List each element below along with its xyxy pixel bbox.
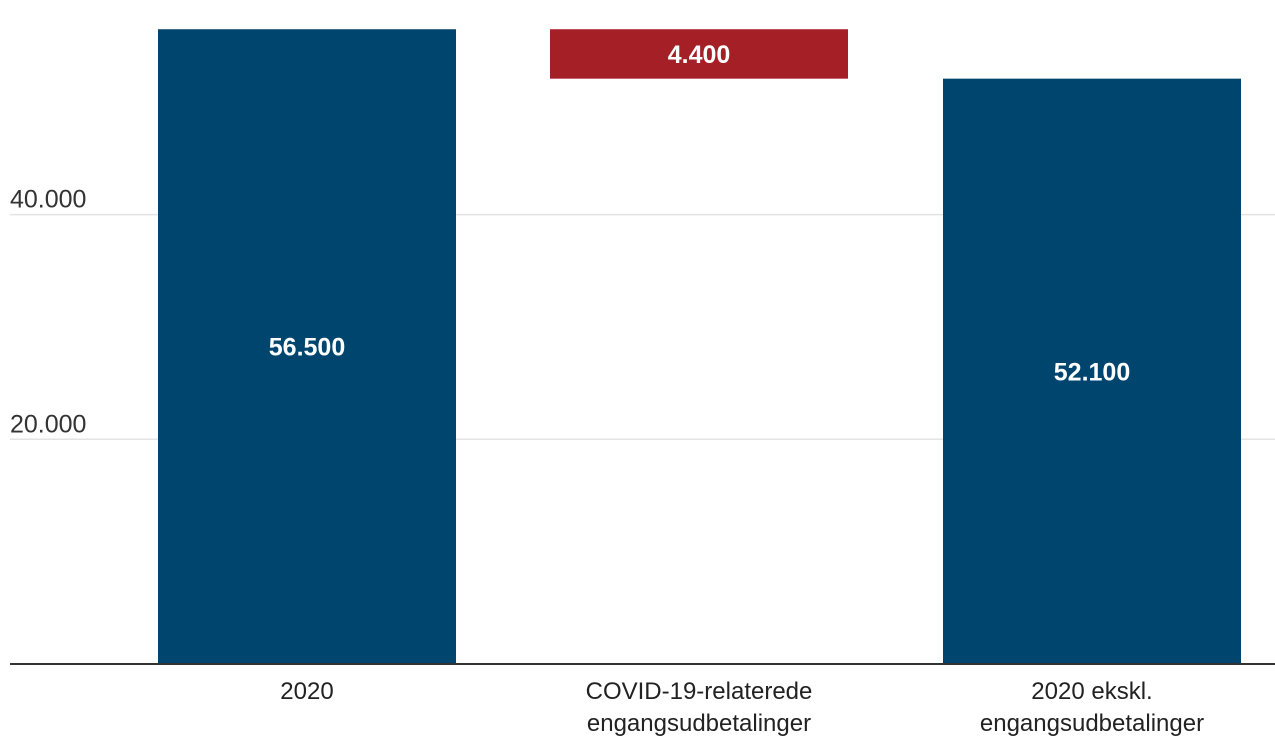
- y-tick-label: 40.000: [10, 186, 86, 214]
- y-tick-label: 20.000: [10, 410, 86, 438]
- bar-0: [158, 29, 456, 664]
- bar-1: [550, 29, 848, 79]
- x-category-label: 2020 ekskl.: [1031, 678, 1152, 705]
- x-category-label: engangsudbetalinger: [587, 710, 811, 737]
- bar-value-label: 52.100: [1054, 358, 1130, 386]
- x-category-label: 2020: [280, 678, 333, 705]
- x-category-label: COVID-19-relaterede: [586, 678, 813, 705]
- bar-2: [943, 78, 1241, 664]
- bars: [158, 29, 1241, 664]
- bar-value-label: 56.500: [269, 334, 345, 362]
- bar-value-label: 4.400: [668, 41, 731, 69]
- labels: 20.000 40.000 56.500 2020 4.400 COVID-19-rela…: [10, 41, 1204, 737]
- x-category-label: engangsudbetalinger: [980, 710, 1204, 737]
